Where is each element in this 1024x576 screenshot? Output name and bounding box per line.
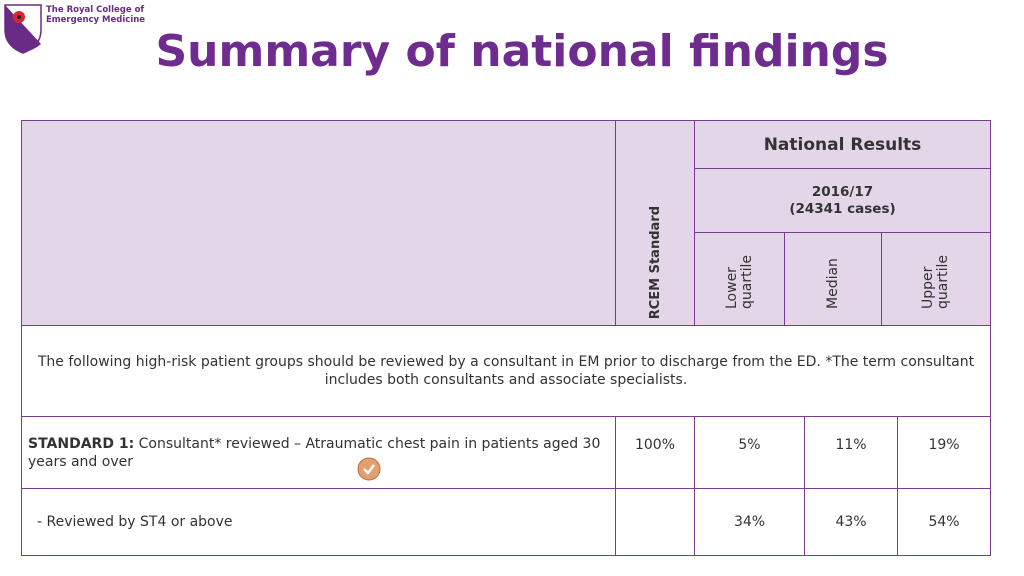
row-label: STANDARD 1: Consultant* reviewed – Atrau… — [21, 416, 616, 489]
row-label: - Reviewed by ST4 or above — [21, 488, 616, 556]
value: 34% — [694, 488, 805, 556]
standard-empty — [615, 488, 695, 556]
col-header: Upper quartile — [881, 232, 991, 326]
logo-line: Emergency Medicine — [46, 15, 146, 25]
group-header: National Results — [694, 120, 991, 169]
cases: (24341 cases) — [789, 200, 896, 217]
period: 2016/17 — [811, 183, 874, 200]
value: 43% — [804, 488, 898, 556]
col-label: Median — [824, 258, 841, 309]
col-header: Lower quartile — [694, 232, 785, 326]
logo-text: The Royal College of Emergency Medicine — [46, 5, 145, 25]
label: Consultant* reviewed – Atraumatic chest … — [28, 436, 601, 470]
rcem-label: RCEM Standard — [647, 205, 663, 319]
intro: The following high-risk patient groups s… — [21, 325, 991, 417]
logo-shield — [4, 4, 42, 54]
value: 19% — [897, 416, 991, 489]
rcem-header: RCEM Standard — [615, 120, 695, 326]
header-blank — [21, 120, 616, 326]
value: 54% — [897, 488, 991, 556]
period-header: 2016/17 (24341 cases) — [694, 168, 991, 233]
col-label: Lower quartile — [723, 255, 755, 309]
standard-value: 100% — [615, 416, 695, 489]
check-icon — [357, 457, 381, 481]
label-bold: STANDARD 1: — [28, 436, 135, 452]
value: 5% — [694, 416, 805, 489]
logo-line: The Royal College of — [46, 5, 145, 15]
title: Summary of national findings — [155, 26, 889, 77]
value: 11% — [804, 416, 898, 489]
col-label: Upper quartile — [920, 255, 951, 309]
col-header: Median — [784, 232, 882, 326]
